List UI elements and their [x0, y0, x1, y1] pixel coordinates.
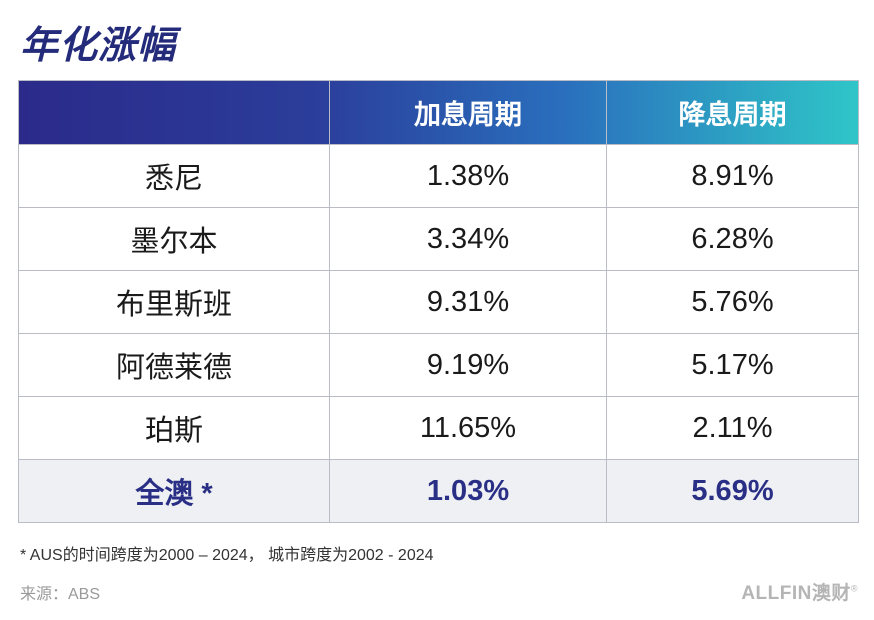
source-label: 来源：ABS [20, 586, 101, 603]
header-city [18, 80, 330, 145]
table-row: 阿德莱德 9.19% 5.17% [18, 333, 859, 397]
registered-mark: ® [850, 583, 858, 594]
city-cell: 布里斯班 [18, 270, 330, 334]
total-city-cell: 全澳 * [18, 459, 330, 523]
hike-cell: 11.65% [329, 396, 607, 460]
table-row: 布里斯班 9.31% 5.76% [18, 270, 859, 334]
hike-cell: 3.34% [329, 207, 607, 271]
cut-cell: 5.17% [606, 333, 859, 397]
city-cell: 悉尼 [18, 144, 330, 208]
total-row: 全澳 * 1.03% 5.69% [18, 459, 859, 523]
table-row: 墨尔本 3.34% 6.28% [18, 207, 859, 271]
hike-cell: 9.19% [329, 333, 607, 397]
city-cell: 珀斯 [18, 396, 330, 460]
city-cell: 阿德莱德 [18, 333, 330, 397]
header-rate-cut-cycle: 降息周期 [606, 80, 859, 145]
brand-logo: ALLFIN澳财® [741, 578, 858, 605]
total-cut-cell: 5.69% [606, 459, 859, 523]
cut-cell: 2.11% [606, 396, 859, 460]
header-rate-hike-cycle: 加息周期 [329, 80, 607, 145]
growth-table: 加息周期 降息周期 悉尼 1.38% 8.91% 墨尔本 3.34% 6.28%… [18, 80, 859, 523]
cut-cell: 8.91% [606, 144, 859, 208]
page-title: 年化涨幅 [20, 25, 177, 67]
table-row: 珀斯 11.65% 2.11% [18, 396, 859, 460]
footnote: * AUS的时间跨度为2000 – 2024， 城市跨度为2002 - 2024 [20, 547, 434, 564]
table-row: 悉尼 1.38% 8.91% [18, 144, 859, 208]
cut-cell: 6.28% [606, 207, 859, 271]
table-header-row: 加息周期 降息周期 [18, 80, 859, 145]
hike-cell: 9.31% [329, 270, 607, 334]
city-cell: 墨尔本 [18, 207, 330, 271]
total-hike-cell: 1.03% [329, 459, 607, 523]
hike-cell: 1.38% [329, 144, 607, 208]
brand-logo-text: ALLFIN澳财 [741, 583, 851, 604]
cut-cell: 5.76% [606, 270, 859, 334]
